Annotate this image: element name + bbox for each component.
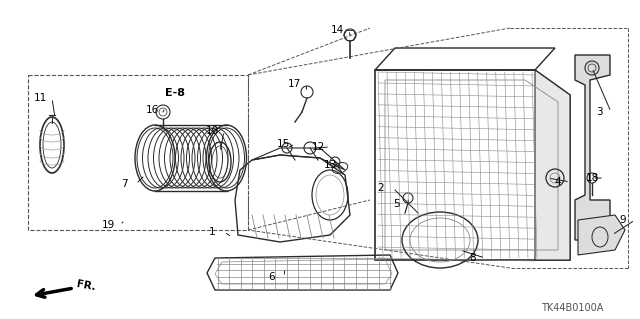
Text: 11: 11	[33, 93, 47, 103]
Text: E-8: E-8	[165, 88, 185, 98]
Text: 19: 19	[101, 220, 115, 230]
Text: 2: 2	[378, 183, 384, 193]
Text: 12: 12	[312, 142, 324, 152]
Text: 1: 1	[209, 227, 215, 237]
Bar	[28, 75, 248, 230]
Text: 15: 15	[276, 139, 290, 149]
Text: 7: 7	[121, 179, 127, 189]
Text: 14: 14	[330, 25, 344, 35]
Polygon shape	[578, 215, 625, 255]
Text: 13: 13	[323, 160, 337, 170]
Text: TK44B0100A: TK44B0100A	[541, 303, 603, 313]
Text: 6: 6	[269, 272, 275, 282]
Text: 10: 10	[205, 126, 219, 136]
Text: 16: 16	[145, 105, 159, 115]
Text: 17: 17	[287, 79, 301, 89]
Text: 3: 3	[596, 107, 602, 117]
Text: 18: 18	[586, 173, 598, 183]
Polygon shape	[575, 55, 610, 240]
Text: 4: 4	[555, 177, 561, 187]
Text: 8: 8	[470, 253, 476, 263]
Text: 5: 5	[394, 199, 400, 209]
Text: 9: 9	[620, 215, 627, 225]
Text: FR.: FR.	[76, 279, 97, 293]
Polygon shape	[535, 70, 570, 260]
